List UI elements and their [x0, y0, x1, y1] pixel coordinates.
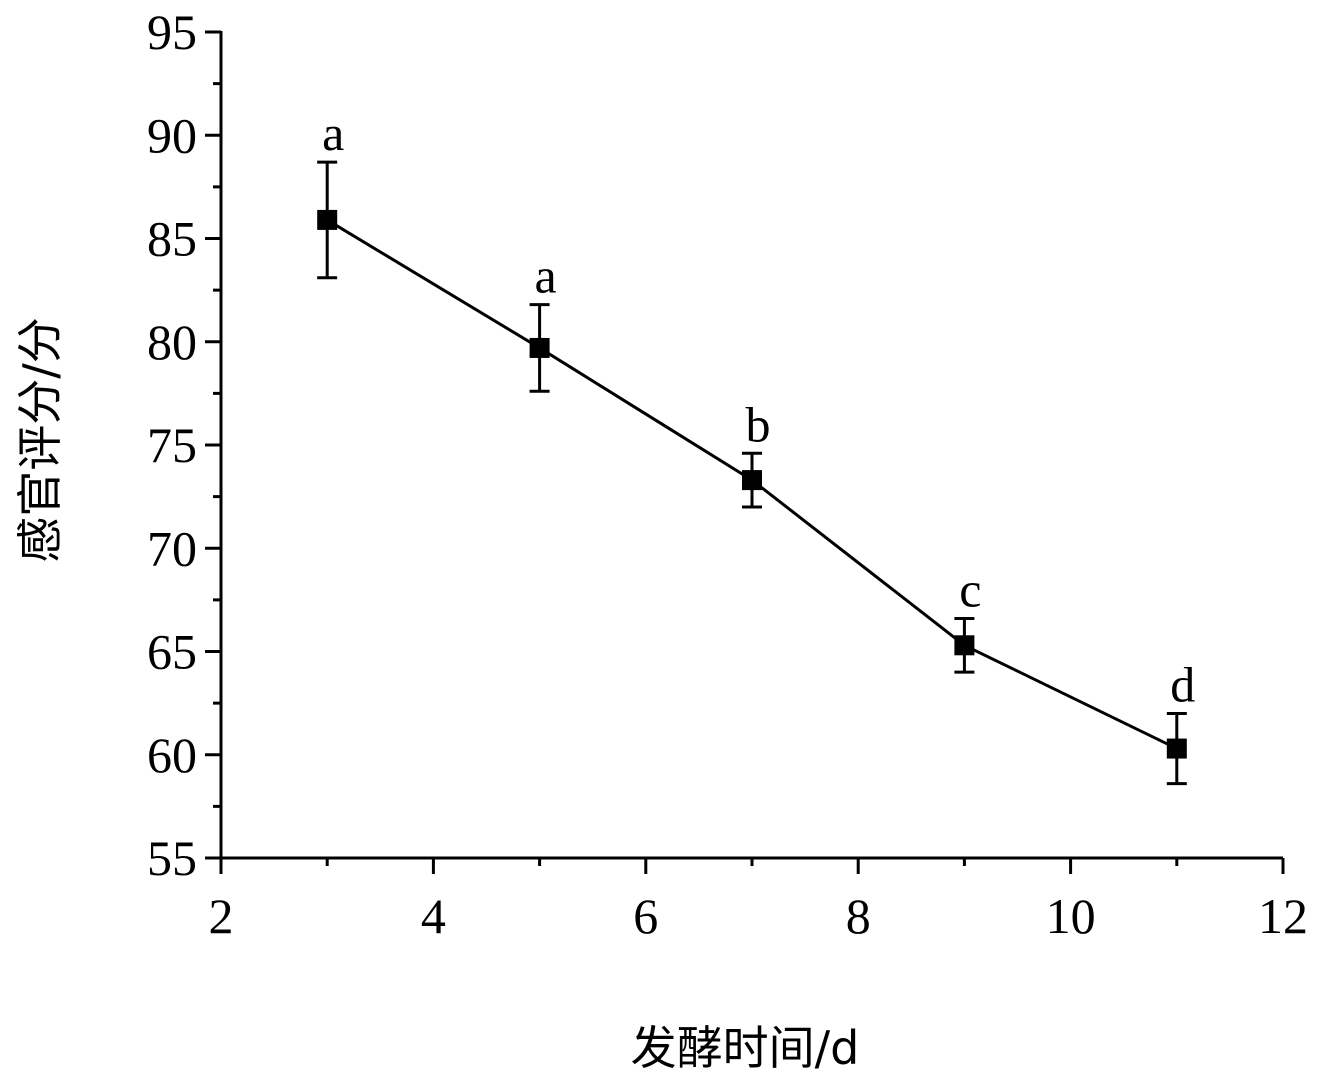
significance-label: c	[959, 561, 981, 617]
y-tick-label: 75	[147, 417, 197, 473]
y-tick-label: 70	[147, 520, 197, 576]
data-point	[529, 337, 550, 358]
significance-label: a	[534, 248, 556, 304]
y-tick-label: 85	[147, 211, 197, 267]
x-tick-label: 12	[1258, 888, 1308, 944]
y-tick-label: 60	[147, 727, 197, 783]
data-point	[317, 209, 338, 230]
y-tick-label: 65	[147, 624, 197, 680]
x-axis-title: 发酵时间/d	[631, 1021, 860, 1075]
y-tick-label: 90	[147, 107, 197, 163]
y-axis-title: 感官评分/分	[13, 317, 67, 563]
y-tick-label: 95	[147, 4, 197, 60]
data-point	[742, 470, 762, 491]
significance-label: d	[1170, 656, 1195, 712]
x-tick-label: 10	[1046, 888, 1096, 944]
data-point	[1166, 738, 1187, 759]
significance-label: a	[322, 105, 344, 161]
x-tick-label: 8	[846, 888, 871, 944]
y-tick-label: 80	[147, 314, 197, 370]
x-tick-label: 6	[633, 888, 658, 944]
data-point	[954, 635, 975, 656]
axis-ticks: 55 60 65 70 75 80 85 90 95 2 4 6 8 10 12	[147, 4, 1308, 944]
x-tick-label: 2	[209, 888, 234, 944]
significance-label: b	[746, 396, 771, 452]
series-layer: a a b c d	[317, 105, 1195, 786]
y-tick-label: 55	[147, 830, 197, 886]
x-tick-label: 4	[421, 888, 446, 944]
axes	[205, 31, 1283, 860]
